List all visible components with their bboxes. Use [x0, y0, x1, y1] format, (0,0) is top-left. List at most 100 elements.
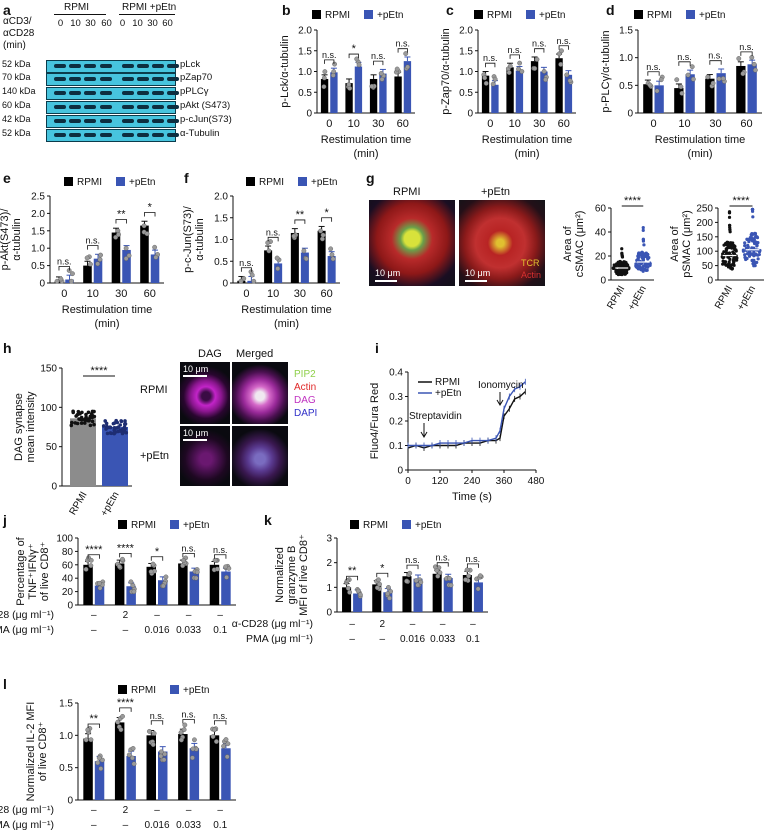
data-point — [88, 261, 93, 267]
data-point — [210, 734, 216, 739]
data-point — [716, 76, 722, 82]
blot-protein-label: pPLCγ — [180, 86, 209, 97]
bar-petn — [383, 592, 393, 612]
data-point — [214, 739, 219, 744]
swarm-point — [722, 243, 726, 247]
pma-value: – — [91, 820, 97, 831]
y-tick-label: 1.5 — [31, 226, 45, 237]
bar-rpmi — [146, 735, 156, 800]
data-point — [322, 69, 328, 75]
bar-rpmi — [114, 563, 125, 605]
y-tick-label: 0.5 — [459, 88, 473, 99]
y-tick-label: 0.5 — [31, 261, 45, 272]
y-tick-label: 0.5 — [298, 88, 312, 99]
bar-petn — [158, 580, 168, 605]
data-point — [394, 66, 400, 72]
data-point — [97, 585, 103, 591]
data-point — [559, 48, 564, 54]
pma-row-label: PMA (μg ml⁻¹) — [0, 624, 54, 636]
data-point — [679, 90, 685, 96]
y-tick-label: 2.5 — [31, 192, 45, 203]
g-tcr-label: TCR — [521, 258, 540, 268]
cd28-row-label: α-CD28 (μg ml⁻¹) — [0, 804, 54, 816]
blot-kda-label: 52 kDa — [2, 128, 31, 138]
bar-petn — [189, 748, 200, 800]
blot-band — [122, 91, 134, 95]
data-point — [740, 71, 746, 77]
group-petn-bar — [119, 14, 175, 15]
data-point — [275, 266, 281, 272]
data-point — [115, 719, 121, 725]
blot-band — [152, 119, 164, 123]
data-point — [97, 257, 103, 262]
sig-bracket — [115, 219, 127, 224]
swarm-point — [626, 263, 630, 267]
y-axis-label: Percentage of — [15, 536, 27, 605]
y-tick-label: 1.0 — [214, 235, 228, 246]
data-point — [647, 82, 653, 88]
swarm-point — [729, 266, 733, 270]
data-point — [223, 564, 229, 570]
data-point — [674, 77, 680, 83]
y-tick-label: 0 — [326, 608, 332, 619]
blot-band — [122, 77, 134, 81]
blot-protein-label: pLck — [180, 59, 201, 70]
data-point — [54, 278, 60, 284]
sig-bracket — [485, 62, 496, 68]
panel-label-b: b — [282, 2, 291, 18]
swarm-point — [644, 252, 649, 256]
data-point — [321, 84, 327, 90]
blot-band — [84, 64, 96, 68]
h-rpmi-merged-image — [232, 362, 288, 424]
x-tick-label: 480 — [528, 476, 545, 487]
swarm-point — [728, 227, 732, 232]
data-point — [344, 578, 350, 584]
x-axis-label: Restimulation time — [62, 304, 152, 316]
sig-bracket — [87, 723, 100, 729]
data-point — [123, 422, 128, 426]
data-point — [193, 575, 199, 581]
y-tick-label: 0.5 — [59, 763, 73, 774]
data-point — [88, 423, 93, 428]
y-tick-label: 250 — [696, 204, 713, 215]
x-tick-label: 30 — [372, 118, 384, 130]
y-axis-label: TNF⁺IFNγ⁺ — [27, 543, 39, 599]
legend-rpmi-label: RPMI — [77, 177, 102, 188]
y-tick-label: 1.5 — [59, 699, 73, 710]
bar-rpmi — [178, 734, 188, 800]
y-tick-label: 2 — [326, 558, 332, 569]
blot-band — [167, 64, 179, 68]
bar-rpmi — [342, 587, 352, 612]
data-point — [123, 430, 127, 434]
panel-label-d: d — [606, 2, 615, 18]
legend-petn-label: +pEtn — [311, 177, 337, 188]
data-point — [369, 83, 375, 89]
data-point — [345, 585, 351, 591]
panel-label-i: i — [375, 340, 379, 356]
panel-label-g: g — [366, 170, 375, 186]
blot-band — [69, 133, 81, 137]
swarm-point — [724, 249, 728, 254]
x-axis-label: Restimulation time — [321, 134, 411, 146]
y-tick-label: 80 — [62, 547, 74, 558]
swarm-point — [641, 228, 645, 232]
h-scale-text: 10 μm — [183, 428, 209, 438]
data-point — [117, 564, 122, 569]
data-point — [517, 60, 523, 66]
y-tick-label: 1.0 — [298, 67, 312, 78]
sig-label: n.s. — [556, 36, 571, 46]
legend-rpmi-label: RPMI — [647, 10, 672, 21]
data-point — [126, 752, 132, 758]
swarm-point — [620, 247, 624, 251]
blot-band — [137, 77, 149, 81]
pma-value: 0.033 — [176, 625, 201, 636]
data-point — [519, 69, 525, 74]
data-point — [190, 755, 195, 761]
x-axis-unit: (min) — [94, 318, 119, 330]
data-point — [506, 70, 512, 75]
sig-bracket — [373, 60, 384, 66]
data-point — [130, 755, 135, 761]
data-point — [123, 256, 129, 261]
bar-rpmi — [83, 738, 93, 800]
h-legend-pip2: PIP2 — [294, 369, 316, 380]
